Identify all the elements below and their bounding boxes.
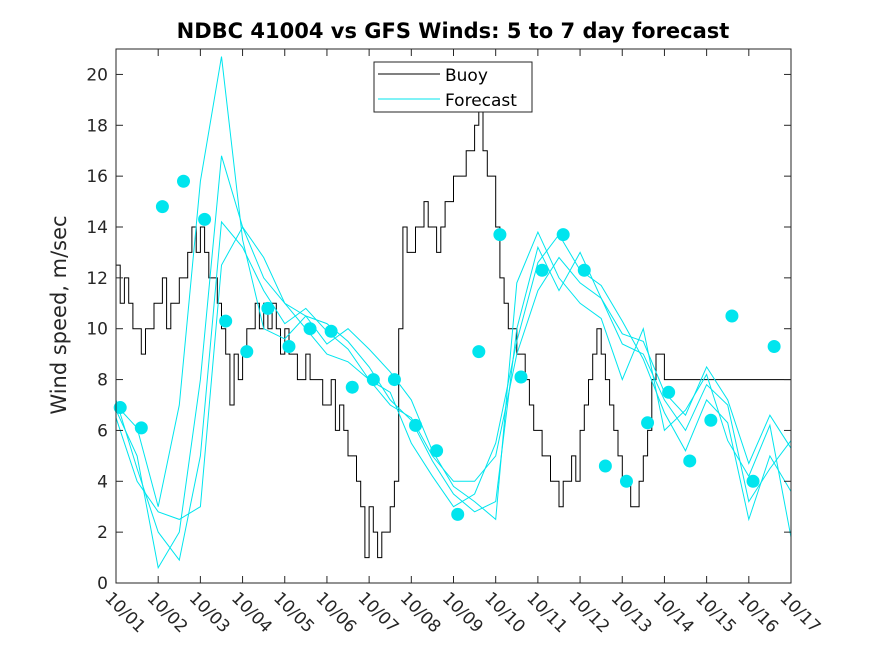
forecast-marker [303, 322, 317, 336]
forecast-marker [598, 459, 612, 473]
x-tick-label: 10/15 [691, 588, 740, 637]
forecast-marker [683, 454, 697, 468]
x-tick-label: 10/10 [480, 588, 529, 637]
forecast-marker [345, 380, 359, 394]
x-tick-label: 10/16 [733, 588, 782, 637]
chart-title: NDBC 41004 vs GFS Winds: 5 to 7 day fore… [177, 19, 730, 43]
x-tick-label: 10/17 [775, 588, 824, 637]
forecast-marker [514, 370, 528, 384]
forecast-marker [746, 474, 760, 488]
y-tick-label: 20 [86, 65, 108, 85]
forecast-marker [155, 200, 169, 214]
forecast-marker [430, 444, 444, 458]
forecast-marker [240, 345, 254, 359]
forecast-marker [177, 174, 190, 188]
forecast-marker [366, 373, 380, 387]
y-tick-label: 6 [97, 421, 108, 441]
marker-layer [113, 174, 781, 521]
x-tick-label: 10/03 [185, 588, 234, 637]
x-tick-label: 10/09 [438, 588, 487, 637]
legend: Buoy Forecast [373, 61, 533, 113]
forecast-marker [577, 263, 591, 277]
series-line-forecast-1 [115, 56, 792, 538]
x-tick-label: 10/05 [269, 588, 318, 637]
y-tick-label: 4 [97, 472, 108, 492]
y-tick-label: 18 [86, 116, 108, 136]
forecast-marker [493, 228, 507, 242]
series-line-buoy [116, 99, 791, 559]
series-line-forecast-3 [115, 220, 792, 562]
forecast-marker [451, 507, 465, 521]
x-tick-label: 10/06 [311, 588, 360, 637]
y-tick-label: 0 [97, 574, 108, 594]
forecast-marker [767, 340, 781, 354]
axis-ticks: 0246810121416182010/0110/0210/0310/0410/… [86, 49, 824, 637]
y-tick-label: 2 [97, 523, 108, 543]
forecast-marker [324, 324, 338, 338]
series-layer [115, 56, 792, 570]
y-axis-label: Wind speed, m/sec [47, 215, 71, 414]
x-tick-label: 10/01 [100, 588, 149, 637]
forecast-marker [662, 385, 676, 399]
x-tick-label: 10/08 [396, 588, 445, 637]
y-tick-label: 16 [86, 167, 108, 187]
x-tick-label: 10/13 [607, 588, 656, 637]
legend-box [373, 61, 533, 113]
x-tick-label: 10/11 [522, 588, 571, 637]
x-tick-label: 10/07 [354, 588, 403, 637]
y-tick-label: 12 [86, 269, 108, 289]
y-tick-label: 14 [86, 218, 108, 238]
forecast-marker [641, 416, 655, 430]
forecast-marker [472, 345, 486, 359]
forecast-marker [619, 474, 633, 488]
forecast-marker [704, 413, 718, 427]
x-tick-label: 10/14 [649, 588, 698, 637]
x-tick-label: 10/12 [565, 588, 614, 637]
forecast-marker [387, 373, 401, 387]
forecast-marker [535, 263, 549, 277]
forecast-marker [261, 301, 275, 315]
legend-forecast-label: Forecast [445, 91, 517, 111]
x-tick-label: 10/04 [227, 588, 276, 637]
forecast-marker [134, 421, 148, 435]
forecast-marker [282, 340, 296, 354]
series-line-forecast-2 [115, 155, 792, 570]
forecast-marker [219, 314, 233, 328]
forecast-marker [198, 212, 212, 226]
forecast-marker [409, 418, 423, 432]
forecast-marker [113, 401, 127, 415]
x-tick-label: 10/02 [143, 588, 192, 637]
forecast-marker [725, 309, 739, 323]
legend-buoy-label: Buoy [445, 66, 488, 86]
y-tick-label: 10 [86, 320, 108, 340]
y-tick-label: 8 [97, 371, 108, 391]
series-line-forecast-4 [115, 225, 792, 520]
forecast-marker [556, 228, 570, 242]
